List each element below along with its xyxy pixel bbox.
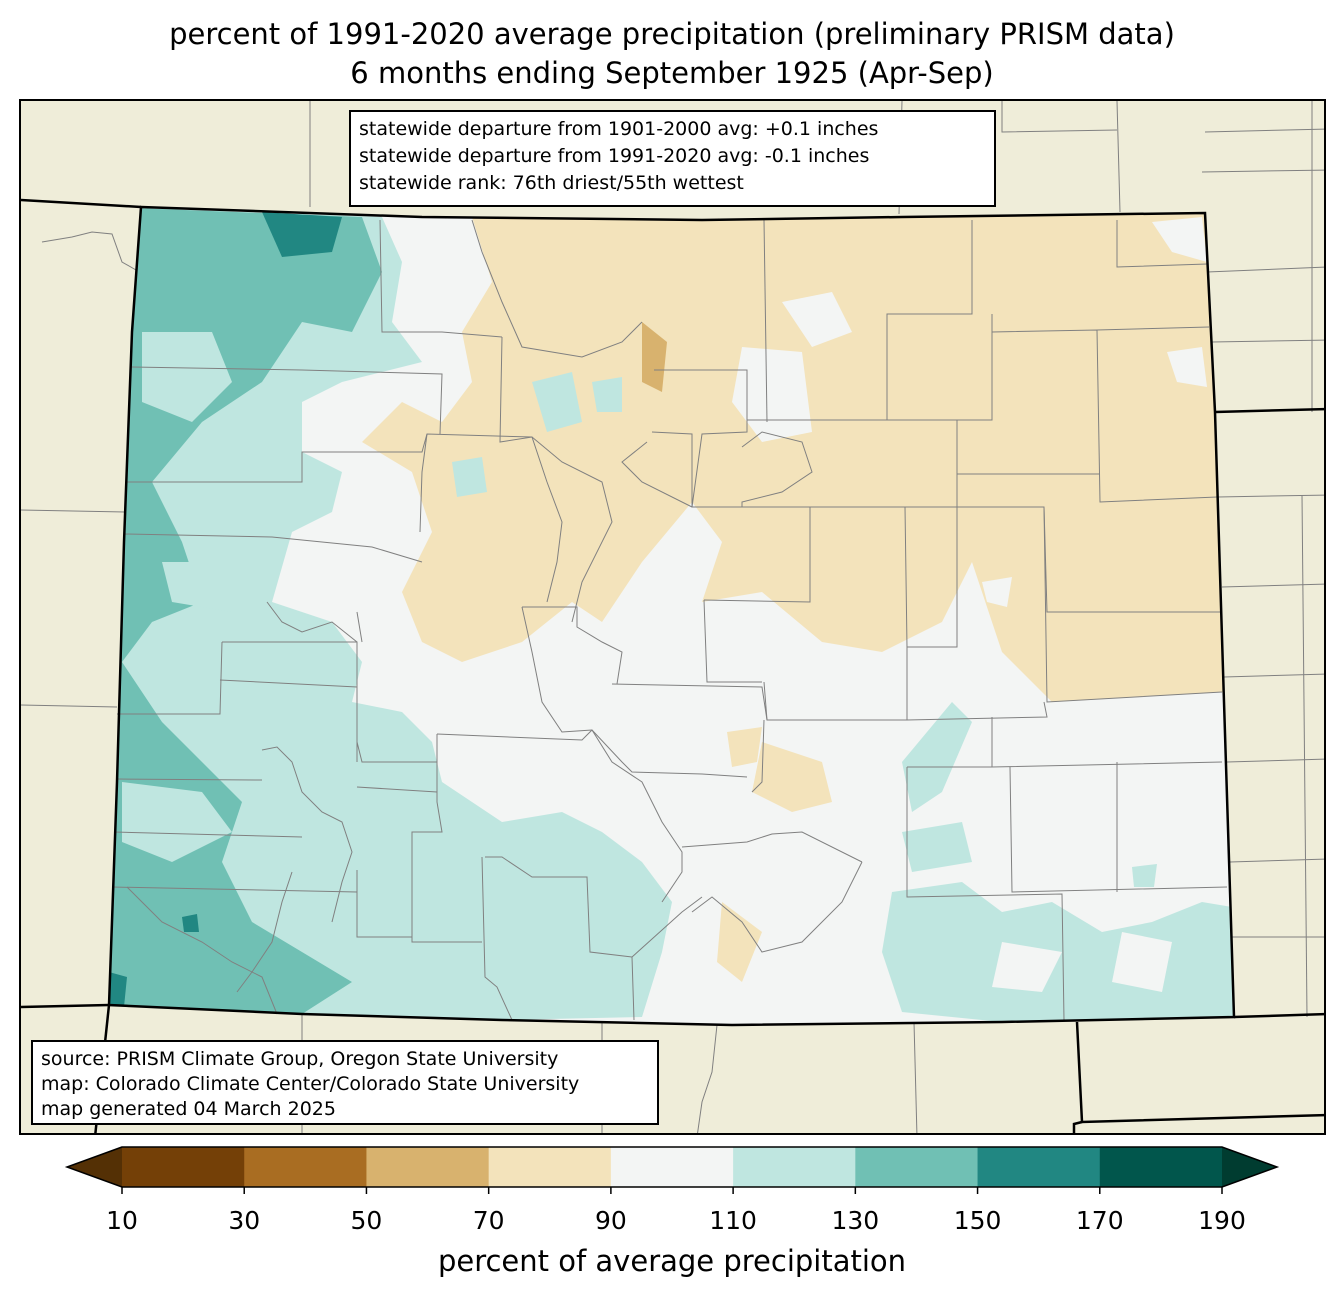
colorbar-bins <box>122 1147 1223 1187</box>
colorbar: 10 30 50 70 90 110 130 150 170 190 <box>64 1146 1280 1235</box>
colorbar-under-arrow <box>67 1147 122 1187</box>
stats-line-rank: statewide rank: 76th driest/55th wettest <box>359 172 744 194</box>
credit-map: map: Colorado Climate Center/Colorado St… <box>41 1073 580 1095</box>
colorbar-bin <box>488 1147 612 1187</box>
colorbar-tick-label: 170 <box>1076 1206 1124 1235</box>
colorbar-tick-label: 110 <box>709 1206 757 1235</box>
neighbor-county-lines <box>21 101 1324 1133</box>
colorbar-over-arrow <box>1222 1147 1277 1187</box>
map-subtitle: 6 months ending September 1925 (Apr-Sep) <box>350 56 994 90</box>
credits-box: source: PRISM Climate Group, Oregon Stat… <box>31 1040 659 1125</box>
colorbar-ticks: 10 30 50 70 90 110 130 150 170 190 <box>106 1187 1246 1235</box>
colorbar-label: percent of average precipitation <box>437 1244 907 1278</box>
colorbar-tick-label: 130 <box>831 1206 879 1235</box>
colorbar-bin <box>733 1147 856 1187</box>
colorbar-bin <box>122 1147 245 1187</box>
colorbar-bin <box>1099 1147 1223 1187</box>
colorbar-bin <box>610 1147 734 1187</box>
credit-generated: map generated 04 March 2025 <box>41 1098 336 1120</box>
map-canvas <box>21 101 1324 1133</box>
colorbar-tick-label: 190 <box>1198 1206 1246 1235</box>
county-lines <box>111 219 1228 1021</box>
colorbar-bin <box>855 1147 979 1187</box>
colorbar-tick-label: 30 <box>228 1206 260 1235</box>
colorbar-bin <box>977 1147 1101 1187</box>
colorbar-tick-label: 50 <box>351 1206 383 1235</box>
colorbar-tick-label: 90 <box>595 1206 627 1235</box>
colorbar-bin <box>366 1147 490 1187</box>
statewide-stats-box: statewide departure from 1901-2000 avg: … <box>349 110 996 207</box>
colorbar-tick-label: 70 <box>473 1206 505 1235</box>
precipitation-map <box>19 99 1326 1135</box>
precip-field <box>109 207 1234 1025</box>
stats-line-1991-2020: statewide departure from 1991-2020 avg: … <box>359 145 870 167</box>
colorbar-tick-label: 10 <box>106 1206 138 1235</box>
credit-source: source: PRISM Climate Group, Oregon Stat… <box>41 1048 559 1070</box>
map-title: percent of 1991-2020 average precipitati… <box>169 17 1175 51</box>
colorbar-bin <box>244 1147 367 1187</box>
colorbar-tick-label: 150 <box>954 1206 1002 1235</box>
stats-line-1901-2000: statewide departure from 1901-2000 avg: … <box>359 118 879 140</box>
